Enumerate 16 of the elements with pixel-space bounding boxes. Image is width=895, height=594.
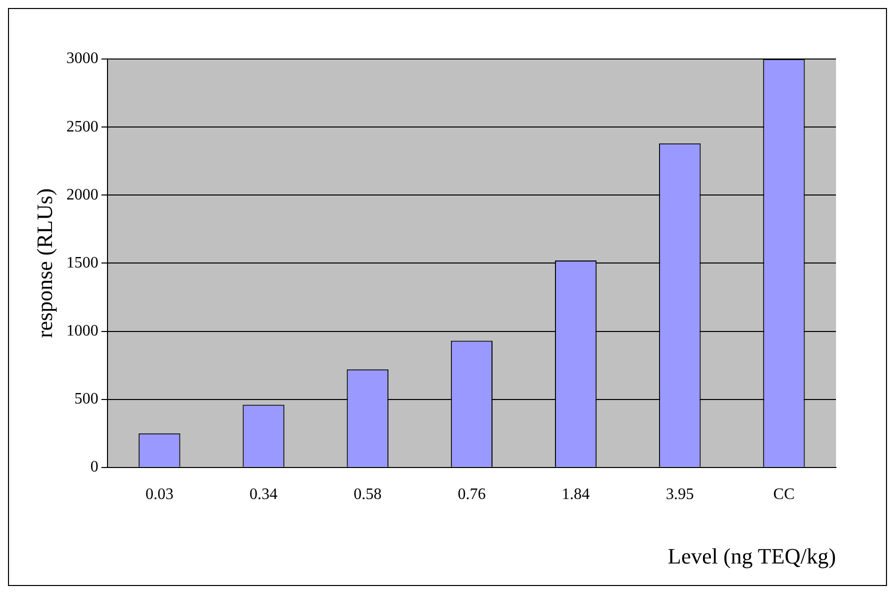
x-tick-label: 0.34: [250, 486, 278, 504]
y-axis-title: response (RLUs): [32, 188, 57, 338]
y-tick-label: 500: [74, 390, 98, 408]
x-tick-label: 0.58: [354, 486, 382, 504]
y-tick-label: 1500: [66, 254, 98, 272]
y-tick-label: 3000: [66, 50, 98, 68]
x-tick-label: 0.76: [458, 486, 486, 504]
x-tick-label: CC: [773, 486, 795, 504]
y-tick-label: 1000: [66, 322, 98, 340]
x-tick-label: 3.95: [666, 486, 694, 504]
y-tick-label: 0: [90, 458, 98, 476]
x-tick-label: 0.03: [145, 486, 174, 504]
y-tick-label: 2500: [66, 118, 98, 136]
x-axis-title: Level (ng TEQ/kg): [668, 544, 836, 569]
y-tick-label: 2000: [66, 186, 98, 204]
x-tick-label: 1.84: [562, 486, 590, 504]
